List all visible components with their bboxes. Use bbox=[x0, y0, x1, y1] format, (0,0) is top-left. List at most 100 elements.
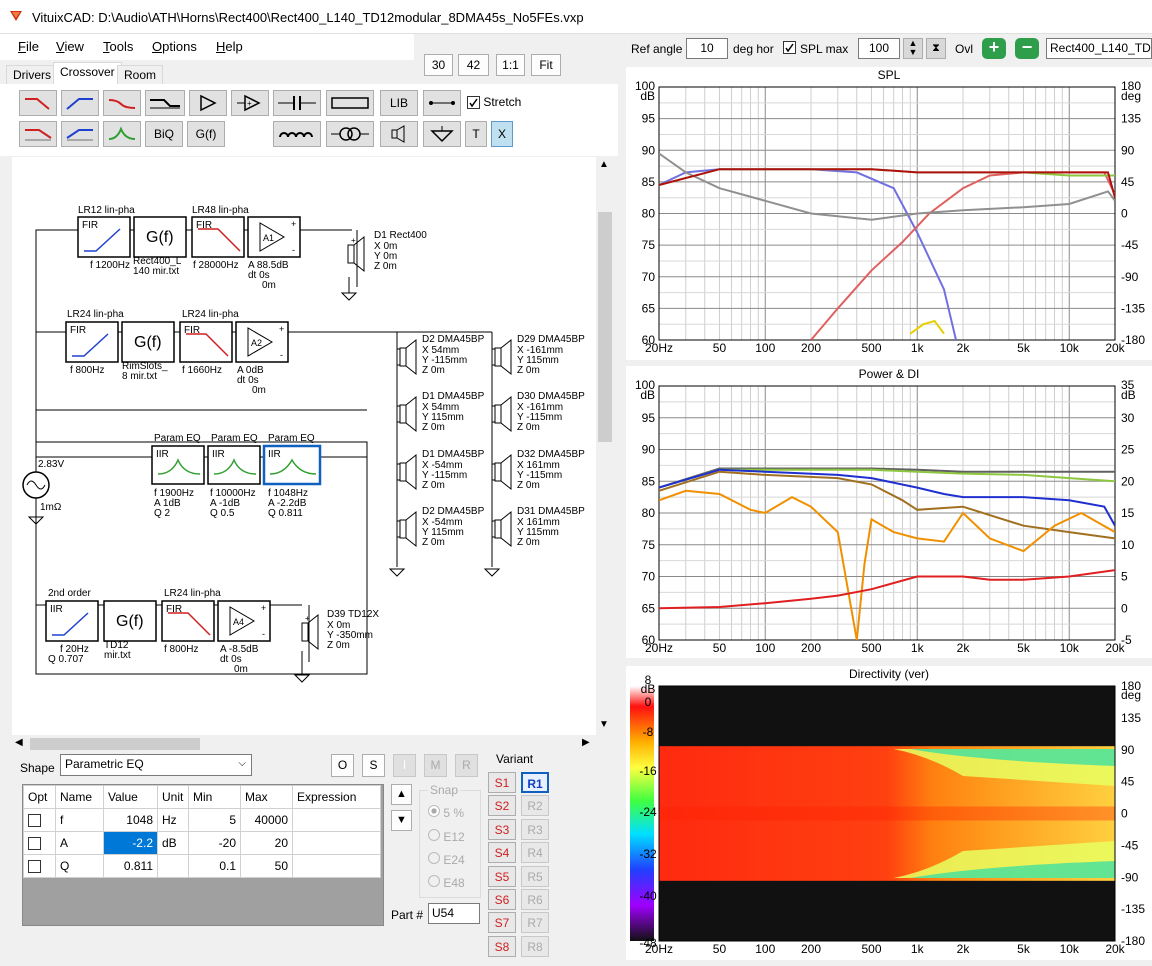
row-min[interactable]: 0.1 bbox=[188, 854, 241, 878]
schematic-hscroll[interactable]: ◀ ▶ bbox=[12, 735, 596, 753]
schematic-canvas[interactable]: LR12 lin-pha LR48 lin-pha FIR G(f) FIR A… bbox=[12, 157, 596, 735]
fir-block-lp3[interactable]: FIR bbox=[161, 600, 215, 642]
row-expression[interactable] bbox=[292, 854, 381, 878]
peq-tool[interactable] bbox=[103, 121, 141, 147]
power-di-chart[interactable]: Power & DI 20Hz 50 100 200 500 1k 2k 5k 10k 20k 10… bbox=[626, 366, 1152, 658]
lowpass2-tool[interactable] bbox=[19, 121, 57, 147]
row-value[interactable]: 1048 bbox=[103, 808, 158, 832]
spl-chart[interactable]: SPL 20Hz 50 100 200 500 1k 2k 5k 10k 20k 100 95 90 85… bbox=[626, 67, 1152, 360]
row-max[interactable]: 50 bbox=[240, 854, 293, 878]
amp-block-1[interactable]: A1 + - bbox=[247, 216, 301, 258]
variant-s1-button[interactable]: S1 bbox=[488, 772, 516, 793]
driver-dma45bp[interactable] bbox=[492, 395, 512, 433]
inductor-tool[interactable] bbox=[273, 121, 321, 147]
gf-block-3[interactable]: G(f) bbox=[103, 600, 157, 642]
variant-r5-button[interactable]: R5 bbox=[521, 865, 549, 887]
menu-options[interactable]: Options bbox=[152, 39, 197, 54]
variant-r2-button[interactable]: R2 bbox=[521, 795, 549, 817]
scroll-right-icon[interactable]: ▶ bbox=[582, 737, 590, 748]
variant-s8-button[interactable]: S8 bbox=[488, 935, 516, 957]
transformer-tool[interactable] bbox=[326, 121, 374, 147]
fir-block-hp2[interactable]: FIR bbox=[65, 321, 119, 363]
peq-block-1[interactable]: IIR bbox=[151, 445, 205, 485]
variant-s4-button[interactable]: S4 bbox=[488, 842, 516, 864]
iir-block-hp3[interactable]: IIR bbox=[45, 600, 99, 642]
capacitor-tool[interactable] bbox=[273, 90, 321, 116]
stretch-toggle[interactable]: Stretch bbox=[467, 95, 521, 110]
allpass-lp-tool[interactable] bbox=[103, 90, 141, 116]
zoom-42-button[interactable]: 42 bbox=[458, 54, 489, 76]
scroll-down-icon[interactable]: ▼ bbox=[599, 719, 609, 730]
cross-tool[interactable]: X bbox=[491, 121, 513, 147]
row-expression[interactable] bbox=[292, 831, 381, 855]
biquad-button[interactable]: BiQ bbox=[145, 121, 183, 147]
peq-block-3-selected[interactable]: IIR bbox=[262, 444, 322, 486]
row-min[interactable]: 5 bbox=[188, 808, 241, 832]
variant-s2-button[interactable]: S2 bbox=[488, 795, 516, 817]
variant-r1-button[interactable]: R1 bbox=[521, 772, 549, 793]
row-max[interactable]: 20 bbox=[240, 831, 293, 855]
snap-5pct-radio[interactable]: 5 % bbox=[428, 805, 464, 820]
spl-spinner[interactable]: ▲ ▼ bbox=[903, 38, 923, 59]
schematic-vscroll[interactable]: ▲ ▼ bbox=[596, 157, 614, 735]
move-down-button[interactable]: ▼ bbox=[391, 810, 412, 831]
zoom-30-button[interactable]: 30 bbox=[424, 54, 453, 76]
driver-dma45bp[interactable] bbox=[492, 453, 512, 491]
shape-select[interactable]: Parametric EQ ⌵ bbox=[60, 754, 252, 776]
part-number-input[interactable]: U54 bbox=[428, 903, 480, 924]
spl-max-input[interactable]: 100 bbox=[858, 38, 900, 59]
driver-dma45bp[interactable] bbox=[397, 510, 417, 548]
menu-view[interactable]: View bbox=[56, 39, 84, 54]
opt-checkbox[interactable] bbox=[28, 837, 41, 851]
wire-tool[interactable] bbox=[423, 90, 461, 116]
variant-s5-button[interactable]: S5 bbox=[488, 865, 516, 887]
amp-block-2[interactable]: A2 + - bbox=[235, 321, 289, 363]
fir-block-hp1[interactable]: FIR bbox=[77, 216, 131, 258]
variant-r7-button[interactable]: R7 bbox=[521, 912, 549, 934]
scroll-left-icon[interactable]: ◀ bbox=[15, 737, 23, 748]
tab-drivers[interactable]: Drivers bbox=[6, 65, 58, 84]
driver-dma45bp[interactable] bbox=[492, 510, 512, 548]
driver-dma45bp[interactable] bbox=[397, 453, 417, 491]
driver-dma45bp[interactable] bbox=[397, 338, 417, 376]
library-button[interactable]: LIB bbox=[380, 90, 418, 116]
highpass-tool[interactable] bbox=[61, 90, 99, 116]
overlay-file-input[interactable]: Rect400_L140_TD1 bbox=[1046, 38, 1152, 59]
table-row[interactable]: Q 0.811 0.1 50 bbox=[23, 854, 381, 878]
driver-d39-td12x[interactable]: + bbox=[301, 613, 319, 651]
opt-checkbox[interactable] bbox=[28, 814, 41, 828]
variant-r6-button[interactable]: R6 bbox=[521, 889, 549, 910]
menu-file[interactable]: File bbox=[18, 39, 39, 54]
hourglass-button[interactable]: ⧗ bbox=[926, 38, 946, 59]
row-min[interactable]: -20 bbox=[188, 831, 241, 855]
resistor-tool[interactable] bbox=[326, 90, 374, 116]
tab-room[interactable]: Room bbox=[117, 65, 164, 84]
row-value[interactable]: 0.811 bbox=[103, 854, 158, 878]
gf-block-1[interactable]: G(f) bbox=[133, 216, 187, 258]
menu-tools[interactable]: Tools bbox=[103, 39, 134, 54]
move-up-button[interactable]: ▲ bbox=[391, 784, 412, 805]
r-button[interactable]: R bbox=[455, 754, 478, 777]
fir-block-lp1[interactable]: FIR bbox=[191, 216, 245, 258]
voltage-source[interactable] bbox=[22, 471, 50, 499]
gf-button[interactable]: G(f) bbox=[187, 121, 225, 147]
peq-block-2[interactable]: IIR bbox=[207, 445, 261, 485]
row-max[interactable]: 40000 bbox=[240, 808, 293, 832]
driver-dma45bp[interactable] bbox=[397, 395, 417, 433]
menu-help[interactable]: Help bbox=[216, 39, 243, 54]
amp-block-4[interactable]: A4 + - bbox=[217, 600, 271, 642]
table-row[interactable]: A -2.2 dB -20 20 bbox=[23, 831, 381, 855]
i-button[interactable]: I bbox=[393, 754, 416, 777]
row-value-selected[interactable]: -2.2 bbox=[103, 831, 158, 855]
parameter-grid[interactable]: Opt Name Value Unit Min Max Expression f… bbox=[22, 784, 384, 926]
text-tool[interactable]: T bbox=[465, 121, 487, 147]
variant-r3-button[interactable]: R3 bbox=[521, 818, 549, 840]
ref-angle-input[interactable]: 10 bbox=[686, 38, 728, 59]
variant-r8-button[interactable]: R8 bbox=[521, 935, 549, 957]
ground-tool[interactable] bbox=[423, 121, 461, 147]
remove-overlay-button[interactable]: − bbox=[1015, 38, 1039, 59]
hscroll-thumb[interactable] bbox=[30, 738, 200, 750]
directivity-chart[interactable]: Directivity (ver) 20Hz 50 100 200 500 1k 2k 5k 1… bbox=[626, 666, 1152, 960]
driver-dma45bp[interactable] bbox=[492, 338, 512, 376]
gf-block-2[interactable]: G(f) bbox=[121, 321, 175, 363]
